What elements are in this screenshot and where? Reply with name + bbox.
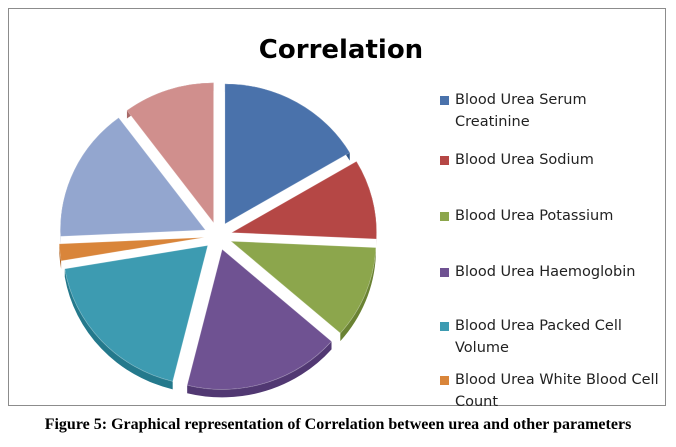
pie-slice-blood-urea-white-blood-cell-count-side: [59, 243, 62, 269]
pie-slice-unlabeled-8: [126, 82, 214, 224]
legend-swatch: [440, 212, 449, 221]
pie-slice-blood-urea-sodium: [230, 160, 377, 240]
figure-caption: Figure 5: Graphical representation of Co…: [44, 416, 632, 433]
pie-slice-blood-urea-white-blood-cell-count: [58, 237, 205, 262]
legend-swatch: [440, 96, 449, 105]
pie-slice-blood-urea-potassium-side: [340, 247, 376, 342]
legend-item-blood-urea-white-blood-cell-count: Blood Urea White Blood Cell Count: [440, 369, 660, 413]
pie-slice-blood-urea-haemoglobin-side: [187, 341, 332, 398]
legend-label: Blood Urea Haemoglobin: [455, 264, 636, 280]
legend-swatch: [440, 376, 449, 385]
pie-slice-blood-urea-serum-creatinine: [224, 83, 351, 225]
pie-slice-blood-urea-packed-cell-volume-side: [64, 268, 173, 390]
legend-item-blood-urea-potassium: Blood Urea Potassium: [440, 205, 660, 227]
legend-item-blood-urea-sodium: Blood Urea Sodium: [440, 149, 660, 171]
pie-slice-blood-urea-haemoglobin: [186, 248, 333, 390]
legend-item-blood-urea-serum-creatinine: Blood Urea Serum Creatinine: [440, 89, 660, 133]
chart-title: Correlation: [258, 35, 424, 65]
pie-slices: [58, 82, 377, 390]
legend-label: Blood Urea Potassium: [455, 208, 614, 224]
legend-label: Blood Urea Serum Creatinine: [455, 92, 587, 130]
legend-swatch: [440, 268, 449, 277]
legend-label: Blood Urea White Blood Cell Count: [455, 372, 659, 410]
legend-item-blood-urea-haemoglobin: Blood Urea Haemoglobin: [440, 261, 660, 283]
legend-swatch: [440, 322, 449, 331]
legend-item-blood-urea-packed-cell-volume: Blood Urea Packed Cell Volume: [440, 315, 660, 359]
pie-slice-blood-urea-packed-cell-volume: [64, 245, 209, 382]
legend-label: Blood Urea Packed Cell Volume: [455, 318, 622, 356]
legend-label: Blood Urea Sodium: [455, 152, 594, 168]
legend-swatch: [440, 156, 449, 165]
pie-slice-blood-urea-potassium: [229, 240, 377, 334]
pie-slice-unlabeled-7: [59, 117, 207, 237]
